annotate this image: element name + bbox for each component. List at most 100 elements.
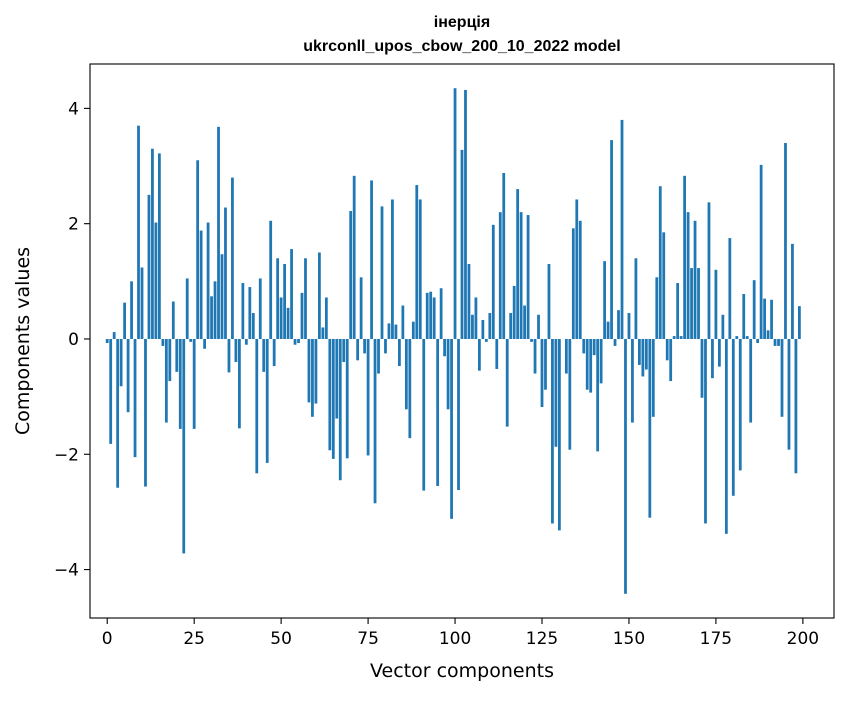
bar: [659, 186, 662, 339]
bar: [294, 339, 297, 345]
bar: [711, 339, 714, 378]
bar: [621, 120, 624, 339]
bar: [165, 339, 168, 423]
x-tick-label: 150: [613, 629, 645, 649]
bar: [593, 339, 596, 355]
bar: [388, 323, 391, 339]
bar: [589, 339, 592, 393]
bar: [687, 212, 690, 339]
bar: [655, 277, 658, 339]
bar: [433, 297, 436, 339]
bar: [367, 339, 370, 455]
bar: [262, 339, 265, 372]
bar: [384, 339, 387, 353]
bar: [548, 264, 551, 339]
bar: [255, 339, 258, 473]
bar: [777, 339, 780, 346]
bar: [440, 288, 443, 339]
bar: [353, 176, 356, 339]
chart-subtitle: ukrconll_upos_cbow_200_10_2022 model: [303, 38, 620, 55]
bar: [575, 199, 578, 339]
bar: [735, 336, 738, 339]
bar: [248, 287, 251, 339]
bar: [116, 339, 119, 488]
bar: [377, 339, 380, 374]
bar: [624, 339, 627, 594]
bar: [273, 339, 276, 366]
bar: [680, 336, 683, 339]
bar: [266, 339, 269, 463]
bar: [586, 339, 589, 390]
bar: [252, 313, 255, 339]
bar: [572, 228, 575, 339]
bar: [555, 339, 558, 447]
bar: [485, 339, 488, 342]
bar: [179, 339, 182, 429]
bar: [123, 303, 126, 339]
bar: [349, 211, 352, 339]
bar: [488, 313, 491, 339]
y-tick-label: 4: [68, 99, 79, 119]
bar: [356, 339, 359, 360]
bar: [468, 264, 471, 339]
bar: [186, 278, 189, 339]
bar: [339, 339, 342, 480]
bar: [391, 199, 394, 339]
bar: [408, 339, 411, 438]
bar: [311, 339, 314, 417]
bar: [412, 322, 415, 339]
bar: [422, 339, 425, 491]
bar: [739, 339, 742, 470]
bar: [715, 270, 718, 339]
bar: [130, 281, 133, 339]
bar: [725, 339, 728, 534]
bar: [690, 268, 693, 339]
bar: [395, 325, 398, 339]
bar: [558, 339, 561, 530]
bar: [370, 180, 373, 339]
bar: [454, 88, 457, 339]
x-tick-label: 200: [787, 629, 819, 649]
x-tick-label: 75: [357, 629, 379, 649]
x-tick-label: 0: [102, 629, 113, 649]
bar: [513, 286, 516, 339]
bar: [315, 339, 318, 404]
bar: [774, 339, 777, 346]
x-tick-label: 25: [183, 629, 205, 649]
bar: [544, 339, 547, 390]
bar: [426, 293, 429, 339]
bar: [168, 339, 171, 381]
bar: [321, 327, 324, 339]
bar: [241, 283, 244, 339]
bar: [614, 339, 617, 346]
bar: [238, 339, 241, 428]
bar: [228, 339, 231, 372]
bar: [151, 149, 154, 339]
bar: [666, 339, 669, 360]
bar: [641, 339, 644, 376]
bar: [610, 140, 613, 339]
bar: [756, 339, 759, 343]
bar: [231, 178, 234, 339]
bar: [346, 339, 349, 458]
bar: [537, 315, 540, 339]
bar: [158, 153, 161, 339]
bar: [673, 336, 676, 339]
bar: [749, 339, 752, 423]
bar: [193, 339, 196, 429]
x-tick-label: 50: [270, 629, 292, 649]
bar: [509, 313, 512, 339]
bar: [405, 339, 408, 409]
bar: [471, 315, 474, 339]
bar: [481, 320, 484, 339]
bar: [335, 339, 338, 419]
bar: [461, 150, 464, 339]
bar: [374, 339, 377, 503]
bar: [701, 339, 704, 398]
bar: [516, 189, 519, 339]
bar: [137, 126, 140, 339]
bar: [742, 294, 745, 339]
bar: [290, 249, 293, 339]
bar: [207, 223, 210, 339]
